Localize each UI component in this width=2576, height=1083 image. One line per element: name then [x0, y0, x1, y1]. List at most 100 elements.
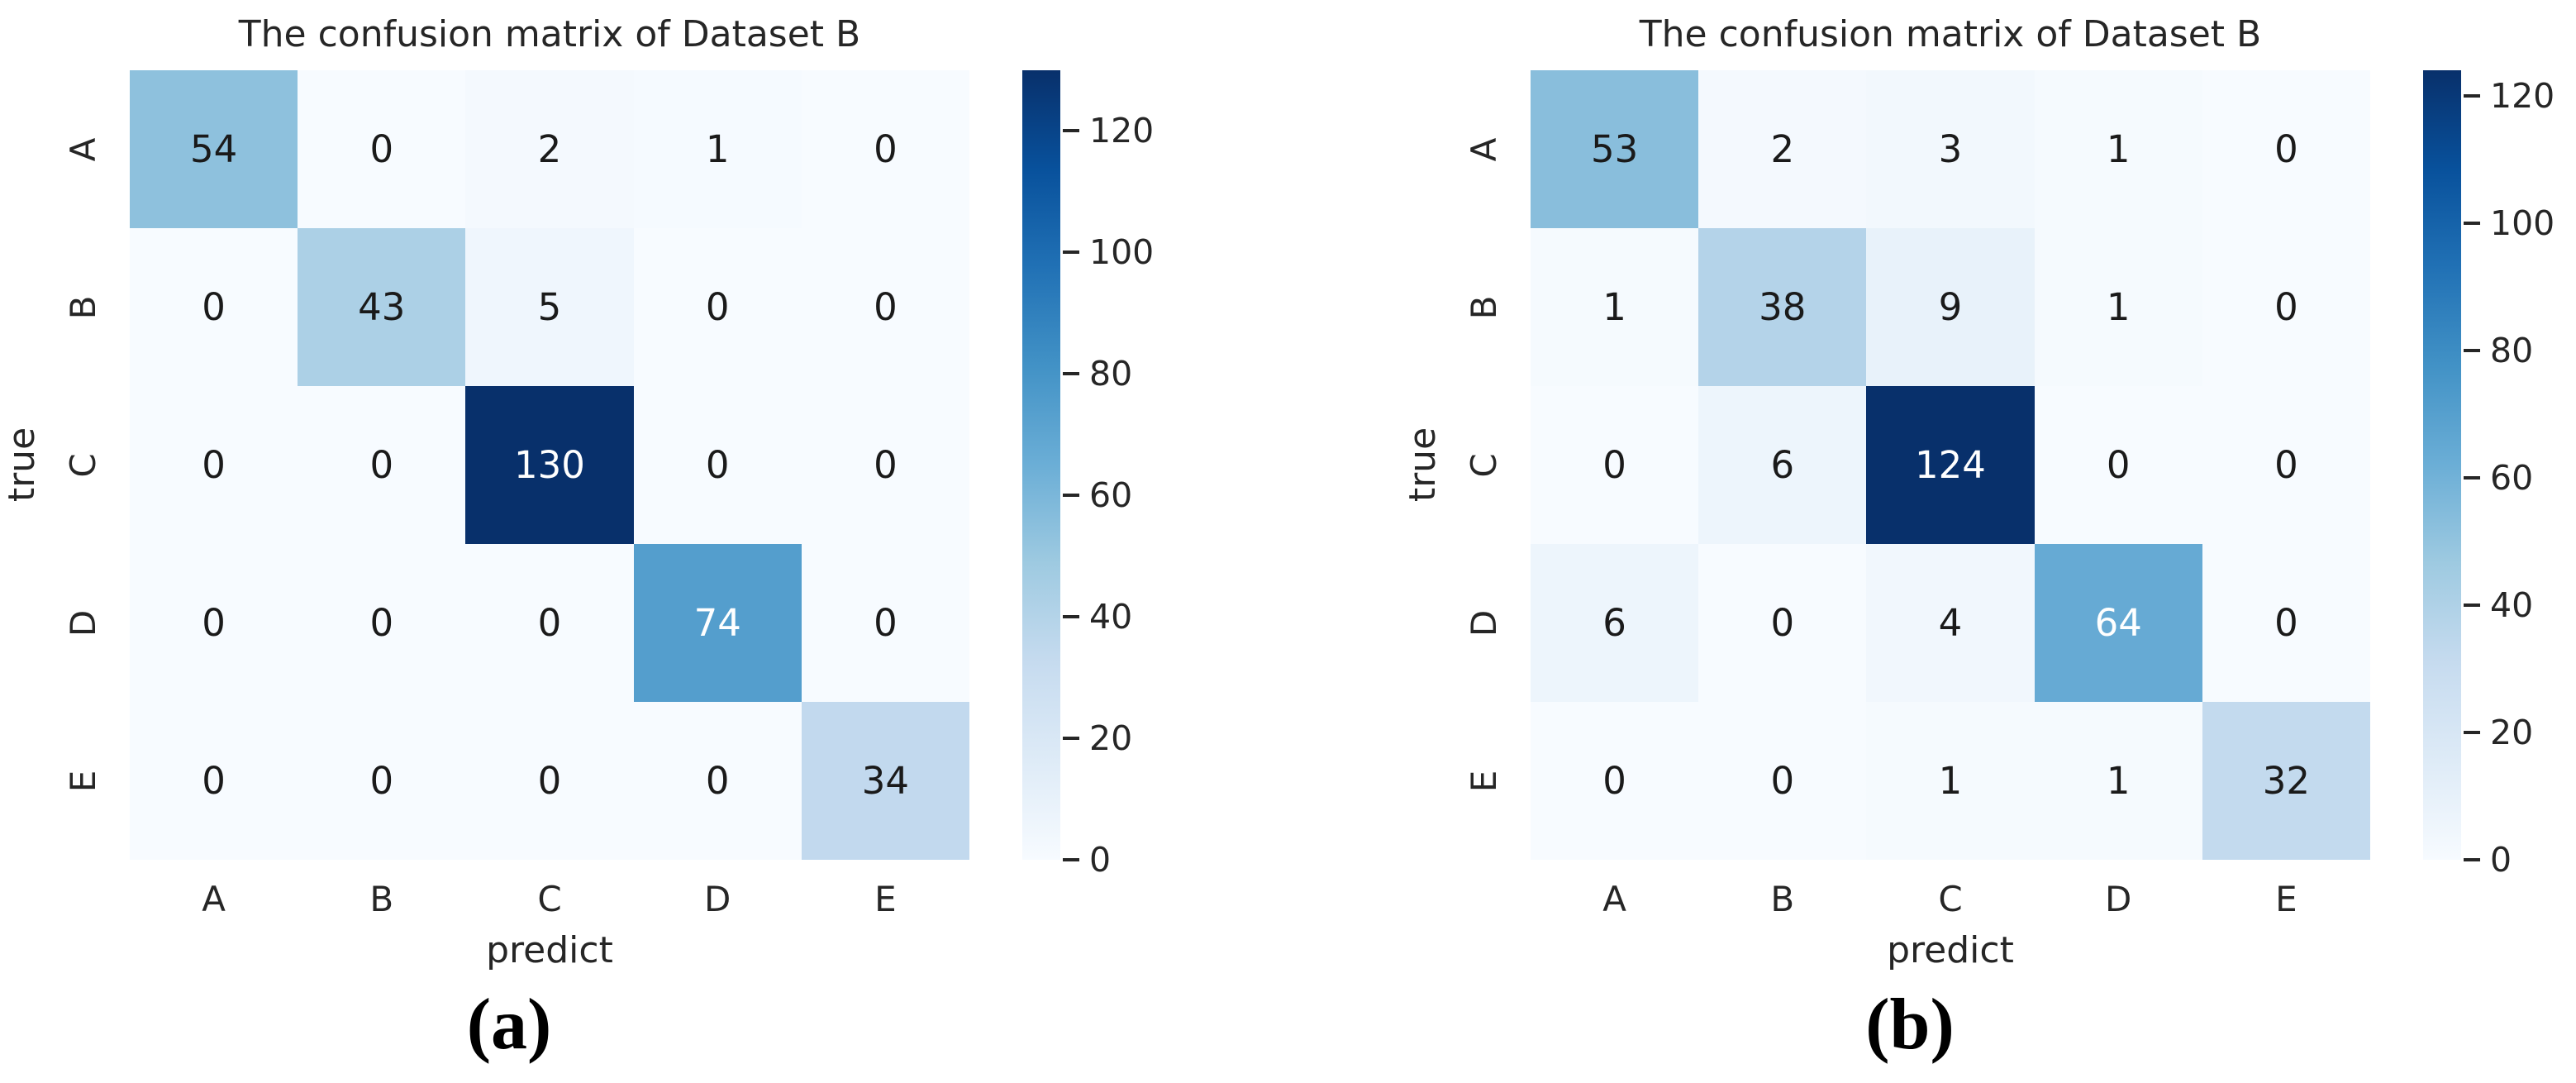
heatmap-cell: 1: [2034, 228, 2202, 386]
colorbar-gradient: [2423, 70, 2461, 860]
heatmap-cell: 0: [298, 544, 466, 702]
colorbar-tick-mark: [2464, 93, 2480, 98]
heatmap-cell: 0: [633, 702, 802, 860]
y-tick-label: E: [1463, 770, 1504, 792]
subfigure-caption: (b): [1865, 985, 1955, 1065]
x-tick-label: E: [874, 878, 897, 919]
heatmap-cell: 53: [1531, 70, 1699, 228]
heatmap-cell: 0: [465, 544, 634, 702]
colorbar-tick-mark: [2464, 730, 2480, 734]
heatmap-cell: 1: [1531, 228, 1699, 386]
colorbar-tick-mark: [1063, 129, 1079, 133]
chart-title: The confusion matrix of Dataset B: [238, 13, 861, 55]
colorbar-tick-label: 120: [2490, 75, 2555, 116]
heatmap-cell: 9: [1866, 228, 2035, 386]
confusion-matrix-panel-a: The confusion matrix of Dataset B true A…: [0, 13, 1155, 1065]
heatmap-cell: 64: [2034, 544, 2202, 702]
y-tick-label: C: [1463, 452, 1504, 478]
heatmap-cell: 0: [2202, 386, 2370, 544]
heatmap-cell: 0: [1531, 386, 1699, 544]
x-tick-label: C: [1938, 878, 1963, 919]
heatmap-cell: 0: [2202, 544, 2370, 702]
heatmap-cell: 0: [801, 544, 969, 702]
chart-title: The confusion matrix of Dataset B: [1639, 13, 2262, 55]
y-tick-label: A: [62, 137, 103, 161]
colorbar-tick-label: 120: [1089, 111, 1155, 151]
colorbar-tick-label: 20: [2490, 712, 2534, 752]
heatmap-cell: 0: [130, 544, 298, 702]
y-tick-label: B: [1463, 295, 1504, 319]
colorbar-tick-mark: [1063, 858, 1079, 861]
x-tick-label: C: [537, 878, 562, 919]
heatmap-cell: 1: [633, 70, 802, 228]
heatmap-cell: 130: [465, 386, 634, 544]
heatmap-cell: 34: [801, 702, 969, 860]
heatmap-cell: 6: [1531, 544, 1699, 702]
colorbar-tick-label: 100: [2490, 203, 2555, 243]
heatmap-cell: 4: [1866, 544, 2035, 702]
y-axis-label: true: [0, 427, 43, 503]
heatmap-cell: 2: [465, 70, 634, 228]
x-tick-label: B: [1770, 878, 1795, 919]
heatmap-cell: 0: [298, 70, 466, 228]
x-tick-label: E: [2275, 878, 2297, 919]
heatmap-cell: 0: [130, 702, 298, 860]
heatmap-cell: 0: [130, 228, 298, 386]
colorbar-tick-mark: [1063, 494, 1079, 498]
x-tick-label: A: [202, 878, 226, 919]
heatmap-cell: 0: [1698, 544, 1867, 702]
colorbar-tick-label: 60: [1089, 475, 1133, 516]
heatmap-cell: 2: [1698, 70, 1867, 228]
colorbar-tick-mark: [2464, 348, 2480, 352]
heatmap-cell: 0: [130, 386, 298, 544]
heatmap-cell: 0: [801, 386, 969, 544]
y-tick-label: D: [1463, 609, 1504, 637]
colorbar-tick-mark: [2464, 858, 2480, 861]
subfigure-caption: (a): [466, 985, 552, 1065]
colorbar-tick-mark: [1063, 372, 1079, 376]
colorbar-tick-label: 20: [1089, 718, 1133, 759]
colorbar-gradient: [1022, 70, 1060, 860]
y-axis-label: true: [1401, 427, 1444, 503]
heatmap-cell: 38: [1698, 228, 1867, 386]
heatmap-cell: 0: [1531, 702, 1699, 860]
heatmap-cell: 1: [1866, 702, 2035, 860]
colorbar-tick-label: 0: [1089, 840, 1112, 880]
colorbar-tick-label: 60: [2490, 457, 2534, 498]
heatmap-cell: 74: [633, 544, 802, 702]
heatmap-cell: 54: [130, 70, 298, 228]
heatmap-cell: 124: [1866, 386, 2035, 544]
y-tick-label: A: [1463, 137, 1504, 161]
x-axis-label: predict: [486, 929, 613, 971]
heatmap-cell: 0: [298, 386, 466, 544]
heatmap-cell: 0: [1698, 702, 1867, 860]
colorbar-tick-label: 80: [1089, 354, 1133, 394]
colorbar-tick-label: 0: [2490, 840, 2512, 880]
colorbar-tick-mark: [2464, 475, 2480, 479]
y-tick-label: E: [62, 770, 103, 792]
heatmap-cell: 0: [801, 70, 969, 228]
heatmap-cell: 0: [801, 228, 969, 386]
heatmap-cell: 0: [633, 386, 802, 544]
x-tick-label: A: [1602, 878, 1626, 919]
colorbar-tick-mark: [2464, 221, 2480, 225]
colorbar-tick-mark: [2464, 603, 2480, 607]
heatmap-cell: 0: [298, 702, 466, 860]
heatmap-cell: 0: [633, 228, 802, 386]
colorbar-tick-mark: [1063, 250, 1079, 255]
heatmap-cell: 0: [465, 702, 634, 860]
colorbar-tick-mark: [1063, 615, 1079, 619]
heatmap-grid: 54 0 2 1 0 0 43 5 0 0 0 0 130 0 0 0 0 0 74 0 0 0 0 0 34: [130, 70, 969, 860]
x-tick-label: D: [2105, 878, 2132, 919]
heatmap-cell: 0: [2202, 228, 2370, 386]
heatmap-cell: 1: [2034, 70, 2202, 228]
heatmap-grid: 53 2 3 1 0 1 38 9 1 0 0 6 124 0 0 6 0 4 64 0 0 0 1 1 32: [1531, 70, 2370, 860]
heatmap-cell: 5: [465, 228, 634, 386]
heatmap-cell: 3: [1866, 70, 2035, 228]
x-tick-label: D: [704, 878, 731, 919]
y-tick-label: C: [62, 452, 103, 478]
colorbar-tick-label: 80: [2490, 330, 2534, 370]
confusion-matrix-panel-b: The confusion matrix of Dataset B true A…: [1401, 0, 2576, 1083]
y-tick-label: D: [62, 609, 103, 637]
